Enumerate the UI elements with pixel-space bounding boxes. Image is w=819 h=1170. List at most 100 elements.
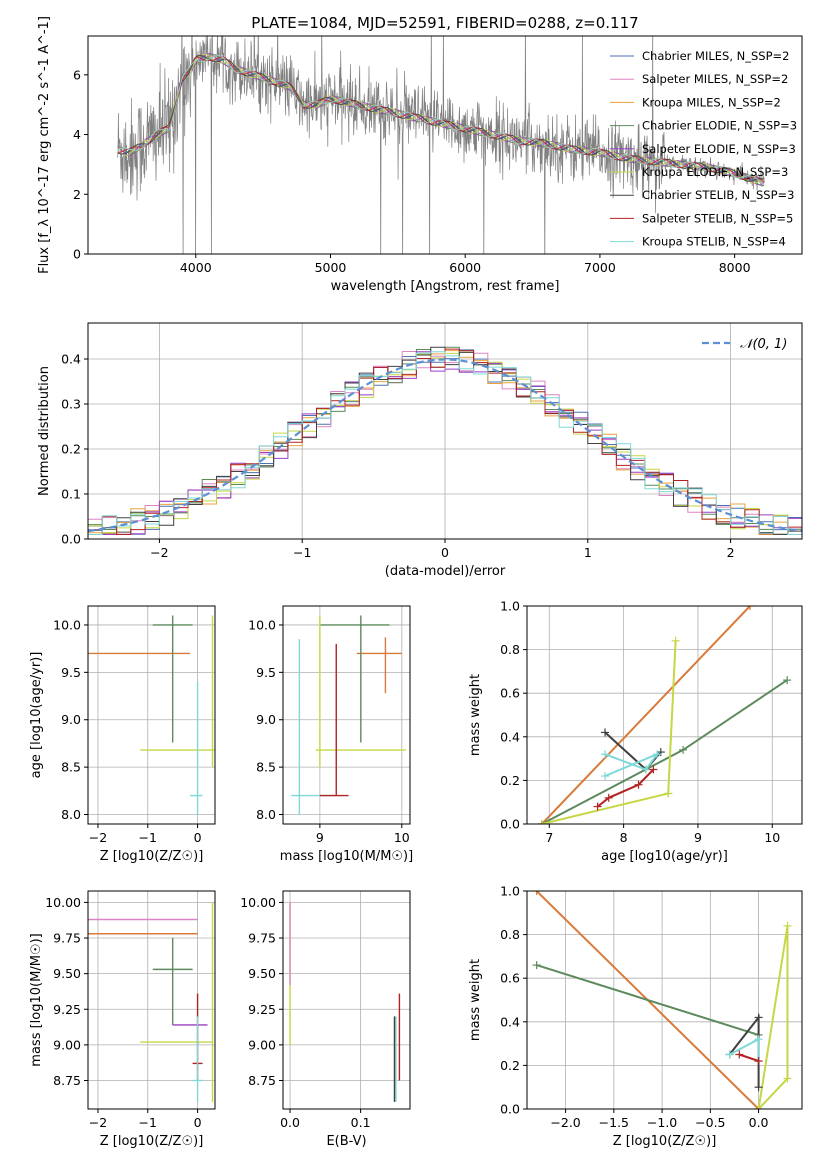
panels: Chabrier MILES, N_SSP=2 Salpeter MILES, N… xyxy=(29,16,803,1149)
y-tick-label: 9.25 xyxy=(248,1002,276,1017)
x-axis-label: E(B-V) xyxy=(326,1134,366,1149)
axes-frame xyxy=(526,890,803,1110)
x-tick-label: −1.0 xyxy=(647,1115,677,1130)
y-tick-label: 0.3 xyxy=(61,397,81,412)
panel-age-vs-mass: 9 10 8.0 8.5 9.0 9.5 10.0 mass [log10(M/M☉)] xyxy=(248,605,413,864)
histogram-series xyxy=(88,351,802,535)
y-tick-label: 10.00 xyxy=(45,895,81,910)
x-tick-label: 0.0 xyxy=(749,1115,769,1130)
y-tick-label: 0.4 xyxy=(500,1014,520,1029)
plot-area xyxy=(88,615,215,815)
legend-label: Chabrier ELODIE, N_SSP=3 xyxy=(642,119,797,133)
y-axis-label: Normed distribution xyxy=(37,366,52,496)
legend-label: Salpeter MILES, N_SSP=2 xyxy=(642,72,788,86)
panel-weight-vs-age: 7 8 9 10 0.0 0.2 0.4 0.6 0.8 1.0 age [log10(age/yr… xyxy=(468,599,803,864)
y-tick-label: 9.50 xyxy=(248,966,276,981)
axes-frame xyxy=(87,890,216,1110)
x-tick-label: −2 xyxy=(89,1115,107,1130)
y-axis-label: age [log10(age/yr)] xyxy=(29,652,44,779)
y-tick-label: 10.0 xyxy=(53,617,81,632)
x-tick-label: 9 xyxy=(316,830,324,845)
y-tick-label: 0.8 xyxy=(500,642,520,657)
y-tick-label: 10.00 xyxy=(240,895,276,910)
y-axis-label: mass weight xyxy=(468,674,483,756)
y-tick-label: 0.8 xyxy=(500,927,520,942)
y-tick-label: 0.2 xyxy=(500,773,520,788)
figure-title: PLATE=1084, MJD=52591, FIBERID=0288, z=0… xyxy=(251,14,638,32)
y-tick-label: 9.00 xyxy=(248,1037,276,1052)
y-axis-label: mass weight xyxy=(468,959,483,1041)
weight-series-line xyxy=(604,751,661,777)
x-tick-label: −1 xyxy=(139,830,157,845)
y-tick-label: 8.0 xyxy=(61,807,81,822)
normal-curve xyxy=(88,358,802,533)
y-tick-label: 9.5 xyxy=(256,665,276,680)
y-tick-label: 8.5 xyxy=(61,760,81,775)
x-axis-label: Z [log10(Z/Z☉)] xyxy=(100,1134,204,1149)
x-tick-label: 7 xyxy=(545,830,553,845)
y-tick-label: 0.6 xyxy=(500,686,520,701)
weight-series-line xyxy=(536,964,759,1036)
x-tick-label: −0.5 xyxy=(695,1115,725,1130)
x-tick-label: 9 xyxy=(694,830,702,845)
legend-label: Salpeter ELODIE, N_SSP=3 xyxy=(642,142,796,156)
y-tick-label: 6 xyxy=(73,67,81,82)
x-axis-label: wavelength [Angstrom, rest frame] xyxy=(331,279,560,294)
y-axis-label: Flux [f_λ 10^-17 erg cm^-2 s^-1 A^-1] xyxy=(37,16,52,274)
x-tick-label: 2 xyxy=(727,545,735,560)
panel-age-vs-Z: −2 −1 0 8.0 8.5 9.0 9.5 10.0 Z [log10(Z/Z☉)] age … xyxy=(29,605,216,864)
plot-area xyxy=(289,902,401,1102)
x-tick-label: 0 xyxy=(194,1115,202,1130)
y-tick-label: 8.0 xyxy=(256,807,276,822)
plot-area xyxy=(88,346,802,535)
x-tick-label: −2.0 xyxy=(550,1115,580,1130)
legend-label: Kroupa MILES, N_SSP=2 xyxy=(642,95,781,109)
y-tick-label: 1.0 xyxy=(500,599,520,614)
plot-area xyxy=(291,615,406,815)
y-axis-label: mass [log10(M/M☉)] xyxy=(29,933,44,1066)
y-tick-label: 8.75 xyxy=(53,1073,81,1088)
x-tick-label: 7000 xyxy=(584,260,616,275)
y-tick-label: 9.0 xyxy=(61,712,81,727)
legend-label: Kroupa STELIB, N_SSP=4 xyxy=(642,235,786,249)
y-tick-label: 0 xyxy=(73,247,81,262)
panel-spectrum: Chabrier MILES, N_SSP=2 Salpeter MILES, N… xyxy=(37,16,803,294)
x-tick-label: 5000 xyxy=(315,260,347,275)
y-tick-label: 10.0 xyxy=(248,617,276,632)
histogram-series xyxy=(88,348,802,535)
panel-mass-vs-Z: −2 −1 0 8.75 9.00 9.25 9.50 9.75 10.00 Z [log10(Z… xyxy=(29,890,216,1149)
y-tick-label: 0.2 xyxy=(500,1058,520,1073)
y-tick-label: 0.0 xyxy=(61,532,81,547)
x-tick-label: −2 xyxy=(150,545,168,560)
y-tick-label: 9.75 xyxy=(248,931,276,946)
legend: Chabrier MILES, N_SSP=2 Salpeter MILES, N… xyxy=(610,49,797,249)
x-tick-label: −1.5 xyxy=(599,1115,629,1130)
y-tick-label: 0.2 xyxy=(61,442,81,457)
x-tick-label: 1 xyxy=(584,545,592,560)
plot-area xyxy=(88,902,214,1102)
x-axis-label: mass [log10(M/M☉)] xyxy=(280,849,413,864)
weight-series-line xyxy=(596,768,655,808)
weight-series-line xyxy=(757,925,789,1109)
legend-label: 𝒩(0, 1) xyxy=(740,337,787,352)
plot-area xyxy=(537,606,792,824)
weight-series-line xyxy=(738,1053,759,1062)
x-tick-label: 10 xyxy=(764,830,780,845)
weight-series-line xyxy=(541,606,751,824)
x-tick-label: 6000 xyxy=(449,260,481,275)
legend-label: Kroupa ELODIE, N_SSP=3 xyxy=(642,165,788,179)
axes-frame xyxy=(87,35,803,255)
x-tick-label: −1 xyxy=(293,545,311,560)
legend-label: Chabrier STELIB, N_SSP=3 xyxy=(642,188,794,202)
x-tick-label: −1 xyxy=(139,1115,157,1130)
x-axis-label: age [log10(age/yr)] xyxy=(601,849,728,864)
y-tick-label: 0.0 xyxy=(500,817,520,832)
axes-frame xyxy=(282,890,411,1110)
panel-mass-vs-ebv: 0.0 0.1 8.75 9.00 9.25 9.50 9.75 10.00 E(B-V) xyxy=(240,890,411,1149)
legend-label: Salpeter STELIB, N_SSP=5 xyxy=(642,211,793,225)
legend-label: Chabrier MILES, N_SSP=2 xyxy=(642,49,789,63)
legend: 𝒩(0, 1) xyxy=(702,337,787,352)
model-spectrum-line xyxy=(117,55,765,186)
y-tick-label: 0.6 xyxy=(500,971,520,986)
